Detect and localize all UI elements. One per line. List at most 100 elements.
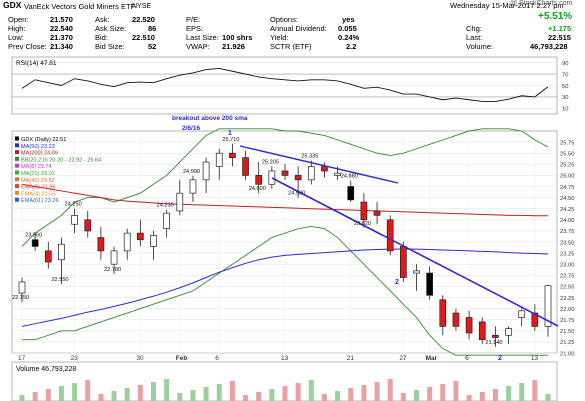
volume-bar [414, 390, 419, 401]
x-tick-label: 23 [71, 355, 79, 362]
x-tick-label: Mar [426, 355, 438, 362]
rsi-tick-label: 10 [562, 107, 568, 113]
volume-bar [45, 389, 51, 401]
candle-body [229, 152, 236, 158]
candle-body [176, 192, 184, 212]
volume-bar [282, 386, 288, 401]
rsi-tick-label: 70 [562, 72, 568, 78]
bb-upper-line [21, 128, 549, 247]
candle-body [255, 175, 263, 185]
volume-bar [111, 391, 117, 401]
open-value: 21.570 [50, 15, 73, 24]
price-tick-label: 23.75 [560, 229, 575, 235]
candle-body [215, 152, 223, 167]
candle-body [123, 232, 131, 252]
price-tick-label: 25.00 [560, 174, 575, 180]
high-label: High: [8, 24, 26, 33]
volume-bar [151, 382, 156, 401]
price-point-label: 24.880 [341, 174, 358, 180]
volume-bar [124, 388, 130, 401]
rsi-line [21, 67, 549, 102]
last-size-label: Last Size: [186, 33, 219, 42]
candle-body [150, 234, 157, 247]
yield-value: 0.24% [338, 33, 360, 42]
volume-value: 46,793,228 [530, 42, 568, 51]
legend-swatch [15, 177, 19, 182]
rsi-panel: RSI(14) 47.81 90 70 50 30 10 [11, 56, 568, 115]
dividend-label: Annual Dividend: [270, 24, 327, 33]
price-point-label: 22.550 [51, 277, 68, 283]
volume-bar [203, 387, 209, 401]
price-point-label: 24.990 [183, 169, 200, 175]
price-point-label: 24.250 [65, 202, 82, 208]
symbol: GDX [3, 0, 22, 10]
volume-bar [216, 384, 222, 401]
volume-legend: Volume 46,793,228 [16, 366, 76, 373]
ask-size-label: Ask Size: [95, 24, 127, 33]
dividend-value: 0.055 [338, 24, 357, 33]
exchange: NYSE [132, 3, 152, 10]
volume-bar [243, 395, 249, 401]
legend-swatch [15, 143, 19, 148]
quote-header: GDX VanEck Vectors Gold Miners ETF NYSE … [0, 0, 585, 56]
options-value: yes [342, 15, 355, 24]
price-point-label: 25.335 [301, 154, 318, 160]
volume-bar [177, 393, 183, 401]
ask-label: Ask: [95, 15, 110, 24]
legend-entry: EMA(8) 21.96 [21, 185, 56, 191]
legend-entry: MA(21) 23.02 [21, 171, 55, 177]
x-tick-label: 13 [531, 355, 539, 362]
volume-bar [295, 383, 301, 401]
volume-bar [321, 394, 327, 401]
ask-value: 22.520 [132, 15, 155, 24]
volume-bar [532, 380, 538, 401]
price-tick-label: 24.50 [560, 196, 575, 202]
candle-body [58, 243, 65, 261]
open-label: Open: [8, 15, 29, 24]
price-tick-label: 25.25 [560, 163, 575, 169]
legend-swatch [15, 136, 19, 141]
legend-swatch [15, 190, 19, 195]
candle-body [334, 172, 341, 176]
candle-body [18, 281, 26, 294]
legend-entry: GDX (Daily) 22.51 [21, 137, 66, 143]
volume-label: Volume: [466, 42, 494, 51]
candle-body [307, 166, 315, 181]
bid-label: Bid: [95, 33, 108, 42]
legend-swatch [15, 150, 19, 155]
price-tick-label: 25.50 [560, 152, 575, 158]
candle-body [478, 321, 486, 341]
price-point-label: 21.140 [485, 340, 502, 346]
price-point-label: 22.150 [12, 295, 29, 301]
chg-label: Chg: [466, 24, 482, 33]
price-tick-label: 21.00 [560, 351, 575, 357]
rsi-tick-label: 90 [562, 61, 568, 67]
last-size-value: 100 shrs [222, 33, 253, 42]
rsi-legend: RSI(14) 47.81 [16, 60, 57, 67]
candle-body [439, 299, 447, 327]
price-tick-label: 22.00 [560, 307, 575, 313]
price-point-label: 24.600 [249, 186, 266, 192]
price-tick-label: 23.25 [560, 251, 575, 257]
volume-bar [32, 392, 38, 401]
legend-swatch [15, 163, 19, 168]
candle-body [321, 166, 328, 172]
ma200-line [21, 183, 548, 217]
volume-bar [85, 380, 91, 401]
last-label: Last: [466, 33, 483, 42]
price-tick-label: 21.25 [560, 340, 575, 346]
volume-bar [519, 383, 525, 401]
price-tick-label: 21.75 [560, 318, 575, 324]
legend-entry: MA(40) 23.52 [21, 178, 55, 184]
candle-body [452, 312, 460, 327]
price-point-label: 24.500 [288, 191, 305, 197]
volume-bar [374, 382, 380, 401]
legend-swatch [15, 156, 19, 161]
volume-bar [190, 390, 196, 401]
volume-bar [440, 384, 446, 401]
legend-entry: EMA(4) 21.55 [21, 191, 56, 197]
price-panel: 22.150 23.560 22.550 24.250 22.780 24.230 24.9… [11, 115, 575, 378]
price-point-label: 22.780 [104, 267, 121, 273]
volume-bar [137, 385, 143, 401]
